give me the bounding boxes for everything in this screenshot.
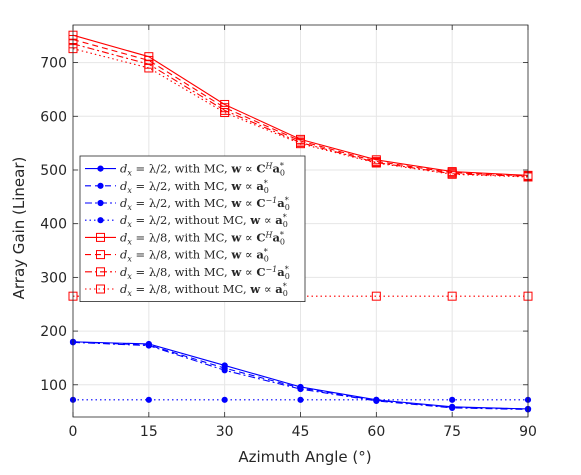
legend-label: dx = λ/2, without MC, w ∝ a* 0 — [120, 213, 288, 229]
data-point-dot — [221, 396, 228, 403]
x-tick-label: 30 — [216, 424, 234, 440]
y-tick-label: 300 — [40, 270, 67, 286]
legend-label: dx = λ/8, with MC, w ∝ CHa* 0 — [120, 230, 285, 246]
data-point-square — [296, 139, 305, 149]
x-tick-label: 90 — [519, 424, 537, 440]
legend: dx = λ/2, with MC, w ∝ CHa* 0dx = λ/2, wi… — [79, 155, 306, 303]
legend-marker-dot — [97, 165, 104, 172]
y-tick-label: 200 — [40, 324, 67, 340]
x-axis-label: Azimuth Angle (°) — [238, 448, 371, 466]
legend-marker-dot — [97, 217, 104, 224]
data-point-dot — [373, 396, 380, 403]
y-axis-label: Array Gain (Linear) — [10, 157, 28, 300]
y-tick-label: 400 — [40, 217, 67, 233]
data-point-square — [447, 169, 457, 179]
data-point-square — [220, 108, 230, 118]
data-point-dot — [297, 396, 304, 403]
legend-marker-square — [96, 267, 105, 277]
legend-entry: dx = λ/2, with MC, w ∝ C−1a* 0 — [85, 196, 290, 212]
series-line — [72, 48, 529, 178]
legend-entry: dx = λ/8, with MC, w ∝ C−1a* 0 — [85, 265, 290, 281]
data-point-dot — [145, 396, 152, 403]
y-tick-label: 700 — [40, 56, 67, 72]
x-tick-label: 45 — [292, 424, 310, 440]
data-point-dot — [449, 396, 456, 403]
data-point-dot — [221, 367, 228, 374]
legend-marker-square — [96, 284, 105, 294]
data-point-dot — [297, 385, 304, 393]
legend-label: dx = λ/2, with MC, w ∝ C−1a* 0 — [120, 196, 290, 212]
y-tick-label: 500 — [40, 163, 67, 179]
legend-label: dx = λ/2, with MC, w ∝ a* 0 — [120, 179, 269, 195]
legend-entry: dx = λ/2, with MC, w ∝ CHa* 0 — [85, 162, 285, 178]
legend-marker-square — [96, 250, 105, 260]
data-point-square — [144, 63, 154, 73]
legend-entry: dx = λ/8, with MC, w ∝ CHa* 0 — [85, 230, 285, 246]
data-point-dot — [145, 342, 152, 349]
data-point-square — [371, 291, 381, 301]
data-point-square — [447, 291, 457, 301]
legend-entry: dx = λ/8, without MC, w ∝ a* 0 — [85, 282, 288, 298]
legend-marker-dot — [97, 199, 104, 207]
x-tick-label: 0 — [69, 424, 78, 440]
series-line — [72, 38, 529, 177]
y-tick-label: 600 — [40, 109, 67, 125]
legend-label: dx = λ/2, with MC, w ∝ CHa* 0 — [120, 162, 285, 178]
legend-entry: dx = λ/2, with MC, w ∝ a* 0 — [85, 179, 269, 195]
x-tick-label: 60 — [367, 424, 385, 440]
x-tick-label: 75 — [443, 424, 461, 440]
y-tick-label: 100 — [40, 378, 67, 394]
axes: 0 15 30 45 60 75 90 100 200 300 400 500 600 700 — [40, 24, 537, 440]
legend-label: dx = λ/8, without MC, w ∝ a* 0 — [120, 282, 288, 298]
legend-entry: dx = λ/8, with MC, w ∝ a* 0 — [85, 248, 269, 264]
legend-label: dx = λ/8, with MC, w ∝ C−1a* 0 — [120, 265, 290, 281]
legend-entry: dx = λ/2, without MC, w ∝ a* 0 — [85, 213, 288, 229]
legend-marker-square — [96, 232, 105, 242]
data-point-dot — [449, 404, 456, 411]
legend-marker-dot — [97, 182, 104, 189]
legend-box — [79, 155, 306, 303]
data-point-square — [371, 158, 381, 168]
legend-label: dx = λ/8, with MC, w ∝ a* 0 — [120, 248, 269, 264]
x-tick-label: 15 — [140, 424, 158, 440]
